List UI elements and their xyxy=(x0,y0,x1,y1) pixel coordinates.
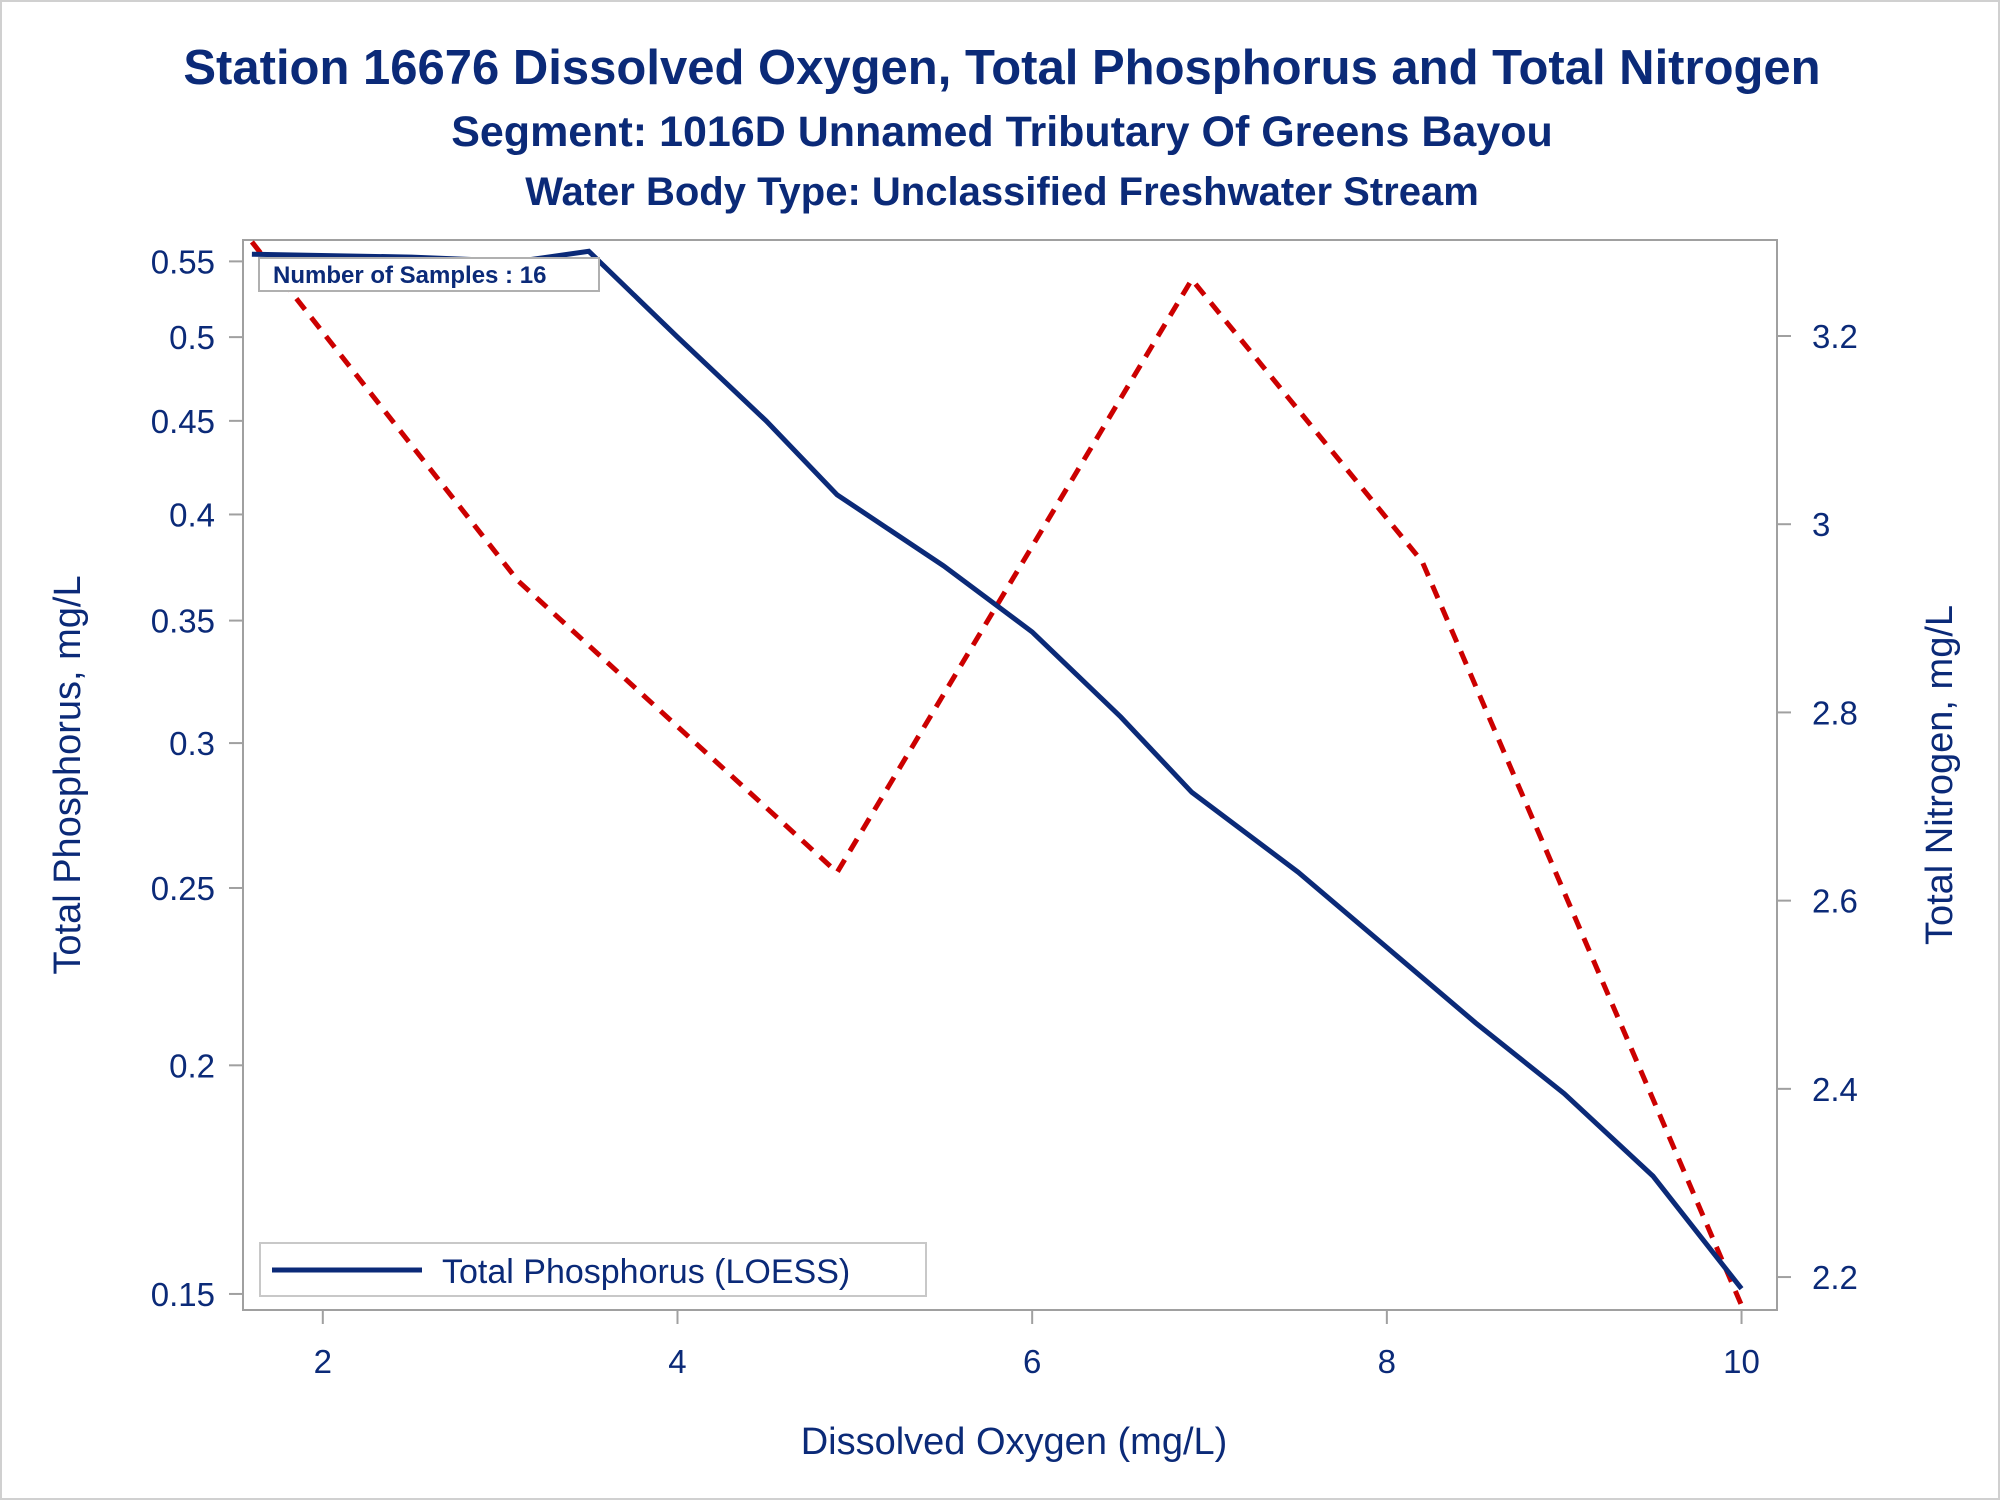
y-axis-right-title: Total Nitrogen, mg/L xyxy=(1919,605,1961,945)
chart-subtitle-segment: Segment: 1016D Unnamed Tributary Of Gree… xyxy=(451,108,1553,156)
y-axis-left-title: Total Phosphorus, mg/L xyxy=(47,575,89,974)
sample-count-box: Number of Samples : 16 xyxy=(258,257,600,292)
x-tick-label: 8 xyxy=(1378,1343,1396,1380)
x-tick-label: 2 xyxy=(314,1343,332,1380)
y2-tick-label: 2.4 xyxy=(1812,1071,1858,1108)
y-tick-label: 0.55 xyxy=(151,243,215,280)
phosphorus-series-line xyxy=(251,248,1744,1291)
chart-title: Station 16676 Dissolved Oxygen, Total Ph… xyxy=(183,41,1821,95)
legend: Total Phosphorus (LOESS) xyxy=(259,1242,927,1297)
x-axis: 2 4 6 8 10 xyxy=(314,1310,1760,1380)
y-axis-left: 0.15 0.2 0.25 0.3 0.35 0.4 0.45 0.5 0.55 xyxy=(151,243,243,1313)
x-axis-title: Dissolved Oxygen (mg/L) xyxy=(801,1421,1228,1463)
y2-tick-label: 2.2 xyxy=(1812,1259,1858,1296)
legend-label-phosphorus: Total Phosphorus (LOESS) xyxy=(442,1253,850,1291)
y2-tick-label: 3 xyxy=(1812,506,1830,543)
y-tick-label: 0.35 xyxy=(151,603,215,640)
x-tick-label: 6 xyxy=(1023,1343,1041,1380)
chart-subtitle-water-body: Water Body Type: Unclassified Freshwater… xyxy=(525,170,1479,214)
y2-tick-label: 3.2 xyxy=(1812,318,1858,355)
y-tick-label: 0.2 xyxy=(169,1047,215,1084)
plot-frame xyxy=(242,239,1778,1311)
y-tick-label: 0.15 xyxy=(151,1276,215,1313)
y-axis-right: 2.2 2.4 2.6 2.8 3 3.2 xyxy=(1777,318,1858,1296)
y-tick-label: 0.4 xyxy=(169,496,215,533)
y2-tick-label: 2.6 xyxy=(1812,883,1858,920)
x-tick-label: 10 xyxy=(1723,1343,1760,1380)
y-tick-label: 0.5 xyxy=(169,319,215,356)
sample-count-text: Number of Samples : 16 xyxy=(273,262,546,289)
y2-tick-label: 2.8 xyxy=(1812,694,1858,731)
y-tick-label: 0.3 xyxy=(169,725,215,762)
x-tick-label: 4 xyxy=(668,1343,686,1380)
y-tick-label: 0.25 xyxy=(151,870,215,907)
y-tick-label: 0.45 xyxy=(151,403,215,440)
nitrogen-series-line xyxy=(249,240,1744,1307)
